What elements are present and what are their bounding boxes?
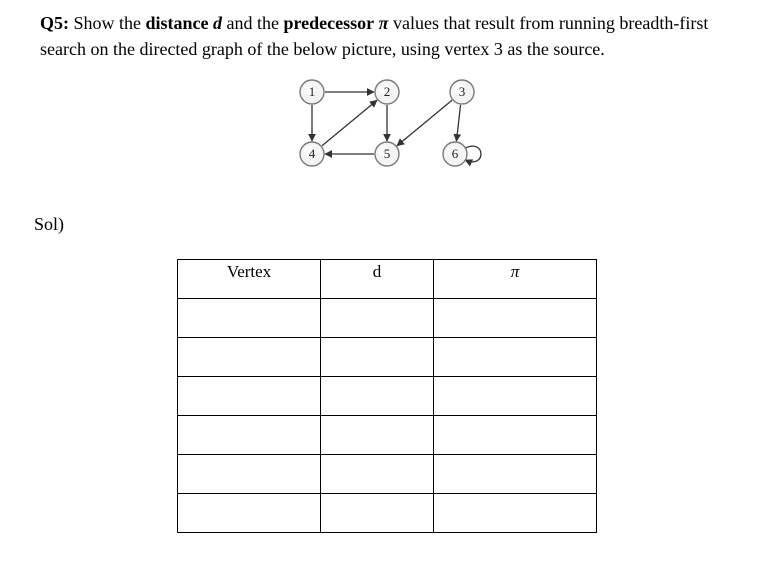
table-cell	[178, 416, 321, 455]
table-cell	[321, 377, 434, 416]
page: Q5: Show the distance d and the predeces…	[0, 0, 758, 533]
graph-container: 1 2 3 4 5 6	[40, 68, 734, 178]
table-row	[178, 338, 597, 377]
table-header-cell: d	[321, 260, 434, 299]
table-cell	[178, 377, 321, 416]
table-row	[178, 494, 597, 533]
table-cell	[434, 299, 597, 338]
table-cell	[178, 299, 321, 338]
answer-table-container: Vertexdπ	[40, 259, 734, 533]
distance-word: distance	[146, 13, 209, 33]
directed-graph: 1 2 3 4 5 6	[277, 68, 497, 178]
table-header-row: Vertexdπ	[178, 260, 597, 299]
answer-table: Vertexdπ	[177, 259, 597, 533]
table-row	[178, 299, 597, 338]
graph-node-label: 4	[309, 146, 316, 161]
graph-node-label: 3	[459, 84, 466, 99]
table-cell	[434, 377, 597, 416]
edge	[456, 105, 460, 141]
solution-label: Sol)	[34, 214, 734, 235]
pi-symbol: π	[374, 13, 393, 33]
table-row	[178, 377, 597, 416]
table-cell	[321, 338, 434, 377]
table-cell	[321, 299, 434, 338]
question-mid2: values that result from running breadth-…	[393, 13, 708, 33]
table-cell	[434, 338, 597, 377]
table-header-cell: Vertex	[178, 260, 321, 299]
graph-node-label: 2	[384, 84, 391, 99]
graph-node: 1	[300, 80, 324, 104]
table-cell	[178, 338, 321, 377]
graph-node: 6	[443, 142, 467, 166]
graph-node-label: 1	[309, 84, 316, 99]
question-text: Q5: Show the distance d and the predeces…	[40, 10, 734, 62]
question-number: Q5:	[40, 13, 69, 33]
question-pre: Show the	[69, 13, 146, 33]
table-cell	[321, 416, 434, 455]
table-cell	[434, 416, 597, 455]
graph-node: 2	[375, 80, 399, 104]
question-mid1: and the	[227, 13, 284, 33]
table-cell	[321, 494, 434, 533]
table-row	[178, 416, 597, 455]
graph-node: 5	[375, 142, 399, 166]
edge	[322, 100, 377, 145]
graph-node: 4	[300, 142, 324, 166]
graph-node-label: 6	[452, 146, 459, 161]
table-cell	[178, 494, 321, 533]
table-cell	[178, 455, 321, 494]
d-symbol: d	[209, 13, 227, 33]
graph-node: 3	[450, 80, 474, 104]
table-header-cell: π	[434, 260, 597, 299]
graph-node-label: 5	[384, 146, 391, 161]
table-cell	[434, 455, 597, 494]
table-cell	[321, 455, 434, 494]
table-row	[178, 455, 597, 494]
question-line2: search on the directed graph of the belo…	[40, 39, 605, 59]
predecessor-word: predecessor	[283, 13, 374, 33]
edge	[397, 100, 452, 145]
table-cell	[434, 494, 597, 533]
